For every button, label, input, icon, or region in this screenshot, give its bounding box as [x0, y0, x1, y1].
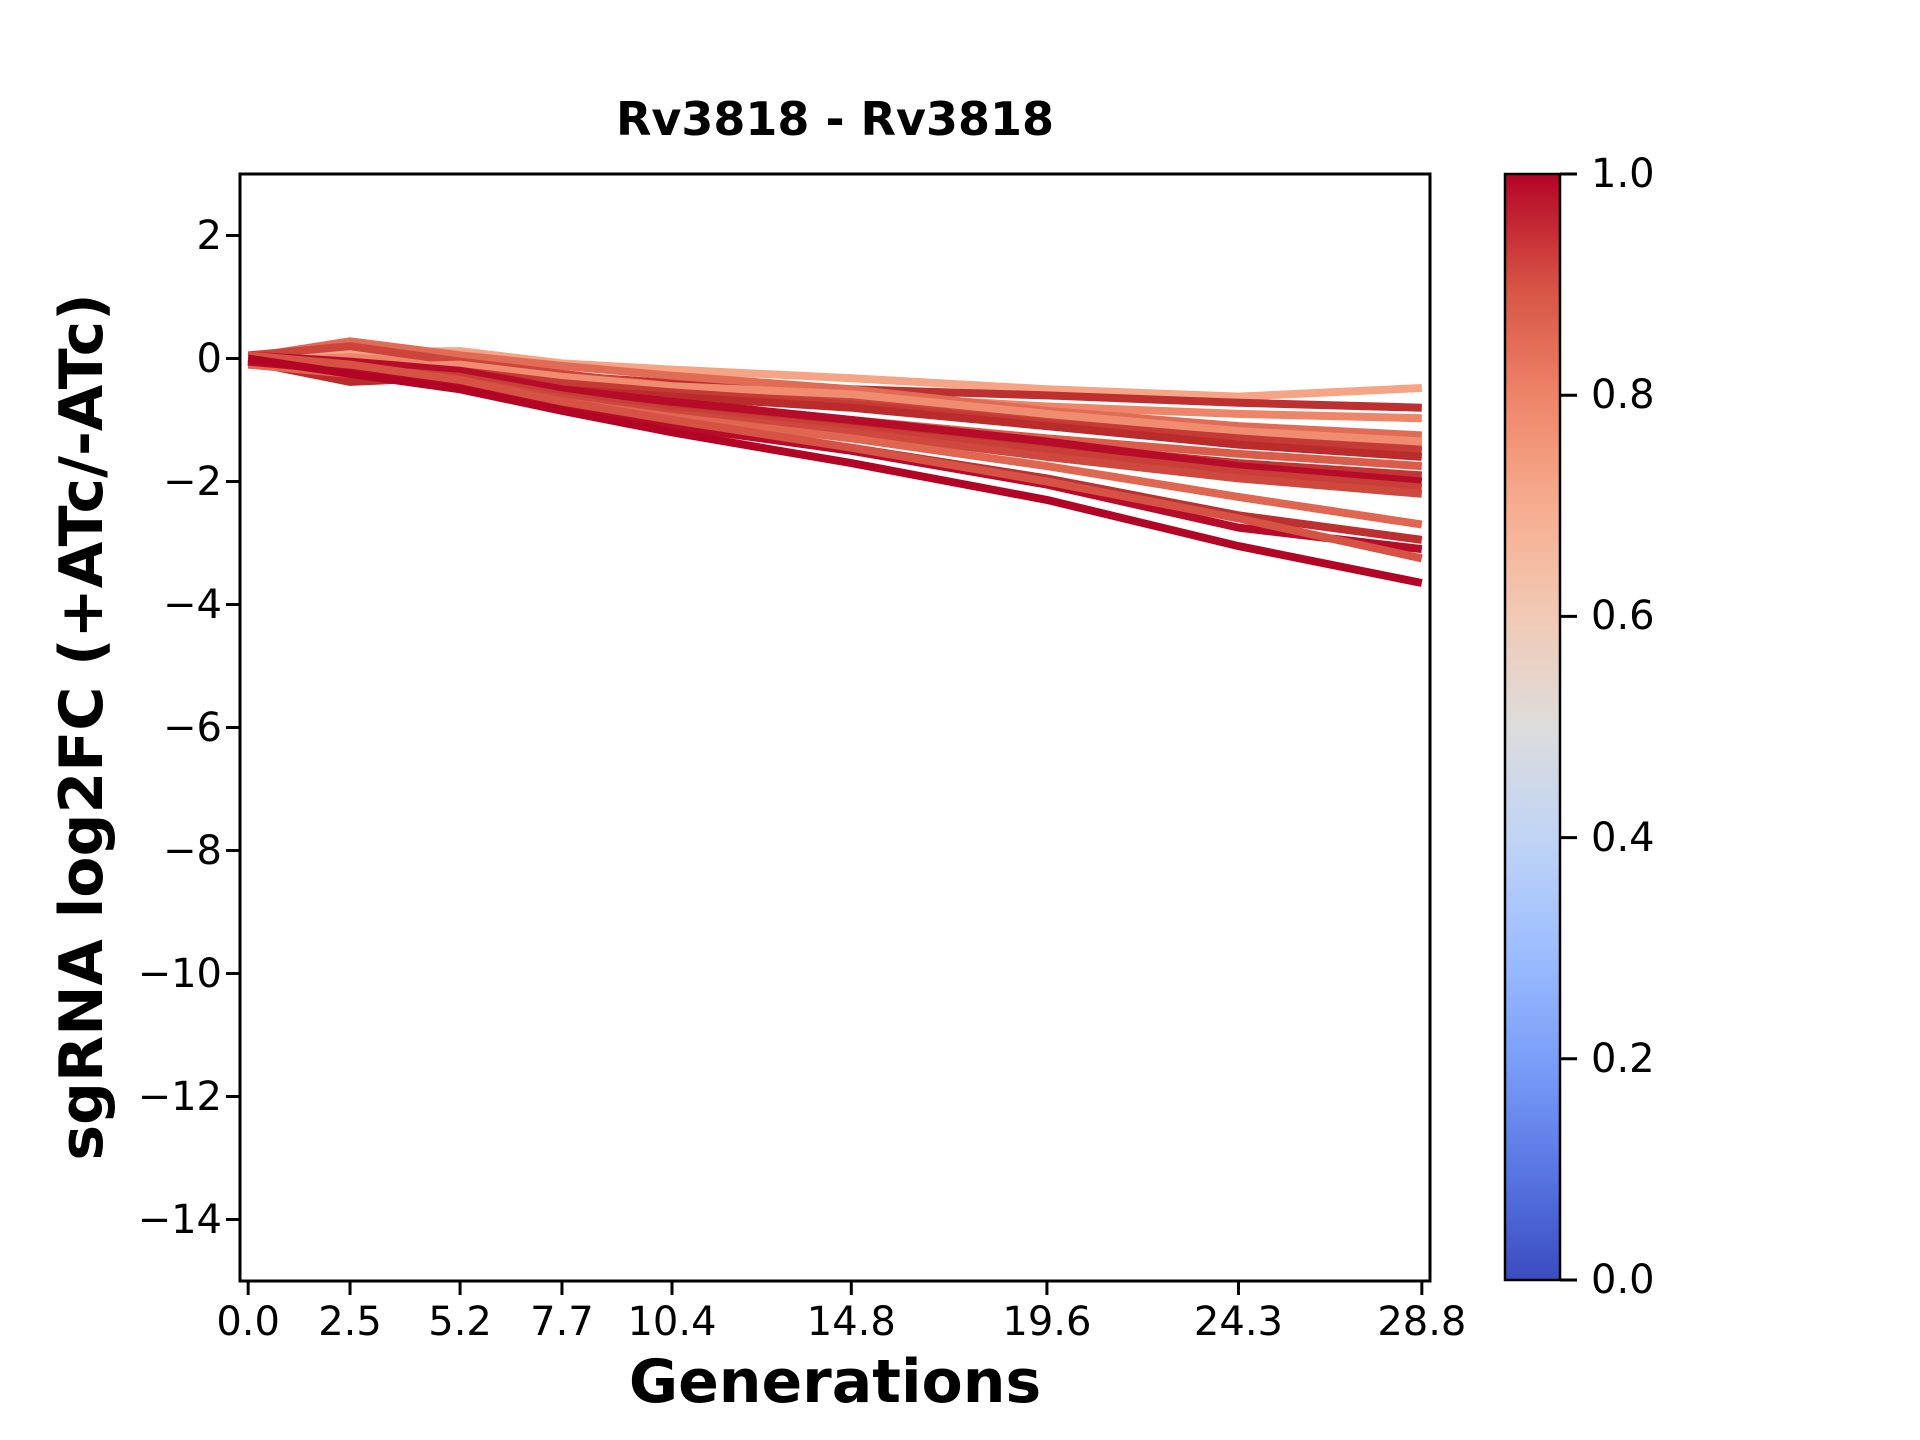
y-tick-label: −12 — [137, 1073, 222, 1120]
y-tick-label: 2 — [196, 212, 222, 259]
y-tick-label: −14 — [137, 1196, 222, 1243]
x-tick-label: 2.5 — [318, 1299, 382, 1345]
series-line — [247, 354, 1423, 587]
x-tick-label: 28.8 — [1377, 1299, 1467, 1345]
series-line — [247, 351, 1423, 563]
colorbar-tick-label: 0.8 — [1591, 372, 1655, 419]
colorbar-tick-label: 0.4 — [1591, 814, 1655, 861]
y-tick-label: −8 — [163, 827, 222, 874]
series-line — [247, 337, 1423, 440]
colorbar-tick-label: 0.6 — [1591, 593, 1655, 640]
x-tick-label: 19.6 — [1002, 1299, 1092, 1345]
x-tick-label: 7.7 — [530, 1299, 594, 1345]
y-tick-label: 0 — [196, 335, 222, 382]
chart-title: Rv3818 - Rv3818 — [616, 92, 1054, 146]
y-tick-label: −4 — [163, 581, 222, 628]
colorbar-tick-label: 1.0 — [1591, 151, 1655, 197]
x-tick-label: 14.8 — [806, 1299, 896, 1345]
y-tick-label: −10 — [137, 950, 222, 997]
colorbar — [1503, 172, 1562, 1282]
x-tick-label: 10.4 — [627, 1299, 717, 1345]
series-line — [247, 351, 1423, 486]
x-tick-label: 5.2 — [428, 1299, 492, 1345]
y-tick-label: −2 — [163, 458, 222, 505]
axes-spines — [238, 172, 1432, 1283]
colorbar-tick-label: 0.2 — [1591, 1035, 1655, 1082]
y-tick-label: −6 — [163, 704, 222, 751]
x-axis-label: Generations — [628, 1347, 1042, 1417]
colorbar-tick-label: 0.0 — [1591, 1257, 1655, 1303]
x-tick-label: 0.0 — [216, 1299, 280, 1345]
x-tick-label: 24.3 — [1193, 1299, 1283, 1345]
